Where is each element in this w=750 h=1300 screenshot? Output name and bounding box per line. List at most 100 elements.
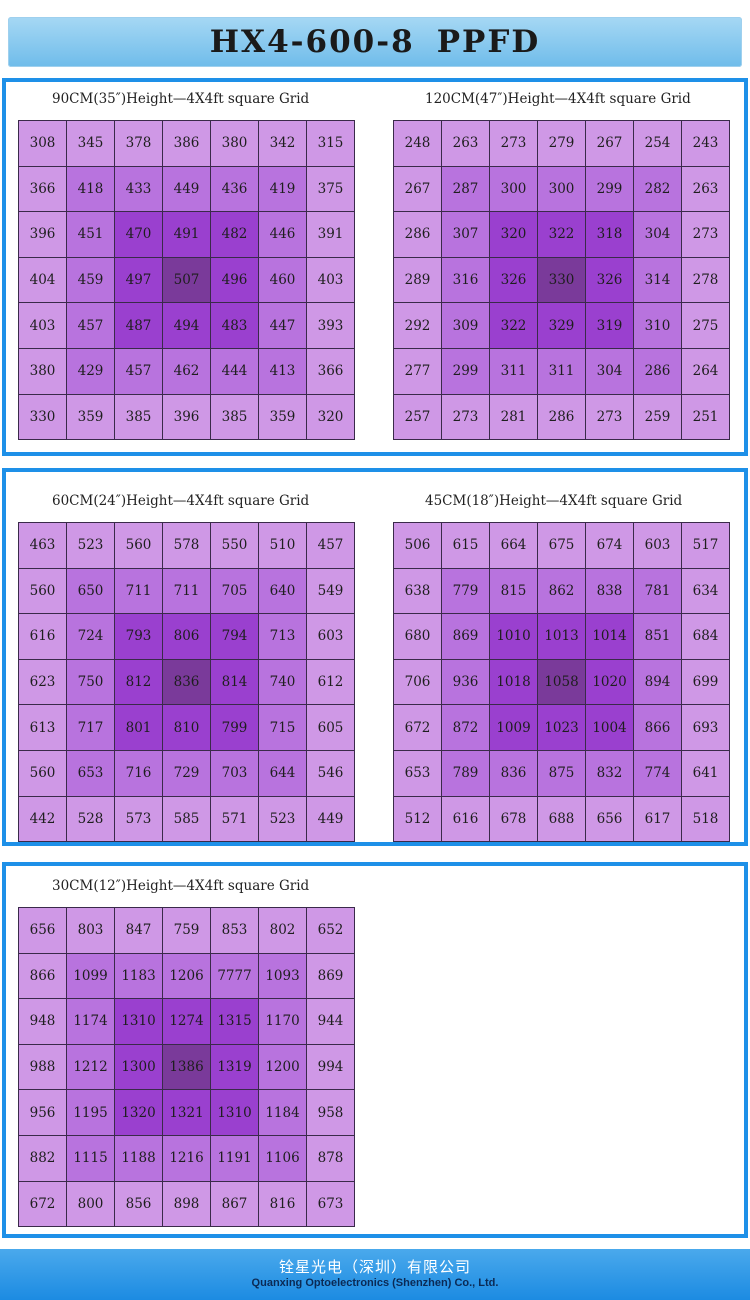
grid-cell: 750 bbox=[66, 658, 115, 706]
grid-cell: 1300 bbox=[114, 1043, 163, 1091]
grid-row: 506 615 664 675 674 603 517 bbox=[393, 522, 730, 569]
grid-cell: 385 bbox=[114, 393, 163, 441]
grid-row: 882 1115 1188 1216 1191 1106 878 bbox=[18, 1134, 355, 1182]
grid-cell: 615 bbox=[441, 522, 490, 569]
grid-cell: 329 bbox=[537, 302, 586, 349]
grid-cell: 326 bbox=[585, 256, 634, 304]
grid-cell: 512 bbox=[393, 795, 442, 843]
grid-cell: 638 bbox=[393, 567, 442, 615]
grid-cell: 299 bbox=[441, 347, 490, 395]
grid-cell: 254 bbox=[633, 120, 682, 167]
grid-cell: 310 bbox=[633, 302, 682, 349]
grid-cell: 267 bbox=[585, 120, 634, 167]
ppfd-grid: 506 615 664 675 674 603 517 638 779 815 862 838 781 6… bbox=[393, 522, 730, 843]
grid-cell: 680 bbox=[393, 613, 442, 660]
title-metric: PPFD bbox=[436, 24, 541, 60]
grid-cell: 517 bbox=[681, 522, 730, 569]
grid-cell: 1170 bbox=[258, 998, 307, 1045]
grid-cell: 715 bbox=[258, 704, 307, 751]
grid-cell: 573 bbox=[114, 795, 163, 843]
grid-cell: 375 bbox=[306, 165, 355, 213]
grid-cell: 319 bbox=[585, 302, 634, 349]
grid-cell: 462 bbox=[162, 347, 211, 395]
grid-cell: 1188 bbox=[114, 1134, 163, 1182]
grid-cell: 653 bbox=[66, 749, 115, 797]
grid-cell: 277 bbox=[393, 347, 442, 395]
grid-cell: 641 bbox=[681, 749, 730, 797]
grid-cell: 315 bbox=[306, 120, 355, 167]
grid-cell: 318 bbox=[585, 211, 634, 258]
grid-cell: 1183 bbox=[114, 952, 163, 1000]
grid-row: 308 345 378 386 380 342 315 bbox=[18, 120, 355, 167]
grid-cell: 413 bbox=[258, 347, 307, 395]
grid-row: 672 800 856 898 867 816 673 bbox=[18, 1180, 355, 1228]
grid-row: 706 936 1018 1058 1020 894 699 bbox=[393, 658, 730, 706]
grid-cell: 560 bbox=[18, 567, 67, 615]
grid-cell: 1212 bbox=[66, 1043, 115, 1091]
grid-cell: 404 bbox=[18, 256, 67, 304]
grid-cell: 1310 bbox=[210, 1089, 259, 1136]
grid-row: 366 418 433 449 436 419 375 bbox=[18, 165, 355, 213]
grid-cell: 292 bbox=[393, 302, 442, 349]
grid-cell: 1013 bbox=[537, 613, 586, 660]
grid-cell: 578 bbox=[162, 522, 211, 569]
grid-cell: 494 bbox=[162, 302, 211, 349]
grid-cell: 616 bbox=[441, 795, 490, 843]
grid-cell: 299 bbox=[585, 165, 634, 213]
grid-cell: 470 bbox=[114, 211, 163, 258]
grid-cell: 403 bbox=[306, 256, 355, 304]
grid-row: 330 359 385 396 385 359 320 bbox=[18, 393, 355, 441]
grid-row: 866 1099 1183 1206 7777 1093 869 bbox=[18, 952, 355, 1000]
grid-cell: 243 bbox=[681, 120, 730, 167]
grid-cell: 287 bbox=[441, 165, 490, 213]
grid-cell: 1058 bbox=[537, 658, 586, 706]
grid-cell: 781 bbox=[633, 567, 682, 615]
grid-cell: 603 bbox=[306, 613, 355, 660]
grid-row: 289 316 326 330 326 314 278 bbox=[393, 256, 730, 304]
grid-cell: 457 bbox=[114, 347, 163, 395]
grid-cell: 518 bbox=[681, 795, 730, 843]
ppfd-grid: 656 803 847 759 853 802 652 866 1099 1183 1206 7777… bbox=[18, 907, 355, 1228]
title-banner: HX4-600-8 PPFD bbox=[8, 17, 742, 67]
grid-cell: 322 bbox=[489, 302, 538, 349]
grid-cell: 326 bbox=[489, 256, 538, 304]
grid-cell: 634 bbox=[681, 567, 730, 615]
grid-cell: 774 bbox=[633, 749, 682, 797]
grid-cell: 815 bbox=[489, 567, 538, 615]
grid-cell: 801 bbox=[114, 704, 163, 751]
grid-cell: 386 bbox=[162, 120, 211, 167]
grid-cell: 872 bbox=[441, 704, 490, 751]
grid-cell: 571 bbox=[210, 795, 259, 843]
company-name-chinese: 铨星光电（深圳）有限公司 bbox=[278, 1258, 471, 1276]
grid-cell: 289 bbox=[393, 256, 442, 304]
grid-cell: 616 bbox=[18, 613, 67, 660]
grid-cell: 342 bbox=[258, 120, 307, 167]
grid-row: 956 1195 1320 1321 1310 1184 958 bbox=[18, 1089, 355, 1136]
grid-cell: 656 bbox=[18, 907, 67, 954]
grid-row: 292 309 322 329 319 310 275 bbox=[393, 302, 730, 349]
grid-cell: 550 bbox=[210, 522, 259, 569]
grid-cell: 869 bbox=[441, 613, 490, 660]
grid-cell: 263 bbox=[681, 165, 730, 213]
grid-cell: 936 bbox=[441, 658, 490, 706]
grid-cell: 259 bbox=[633, 393, 682, 441]
grid-cell: 1310 bbox=[114, 998, 163, 1045]
grid-cell: 729 bbox=[162, 749, 211, 797]
grid-cell: 836 bbox=[162, 658, 211, 706]
grid-cell: 307 bbox=[441, 211, 490, 258]
grid-cell: 1319 bbox=[210, 1043, 259, 1091]
grid-row: 277 299 311 311 304 286 264 bbox=[393, 347, 730, 395]
grid-cell: 1274 bbox=[162, 998, 211, 1045]
grid-cell: 385 bbox=[210, 393, 259, 441]
grid-row: 403 457 487 494 483 447 393 bbox=[18, 302, 355, 349]
grid-cell: 1009 bbox=[489, 704, 538, 751]
grid-cell: 674 bbox=[585, 522, 634, 569]
grid-cell: 391 bbox=[306, 211, 355, 258]
grid-cell: 867 bbox=[210, 1180, 259, 1228]
grid-cell: 275 bbox=[681, 302, 730, 349]
grid-cell: 759 bbox=[162, 907, 211, 954]
grid-cell: 403 bbox=[18, 302, 67, 349]
grid-cell: 359 bbox=[66, 393, 115, 441]
grid-cell: 497 bbox=[114, 256, 163, 304]
grid-cell: 304 bbox=[585, 347, 634, 395]
